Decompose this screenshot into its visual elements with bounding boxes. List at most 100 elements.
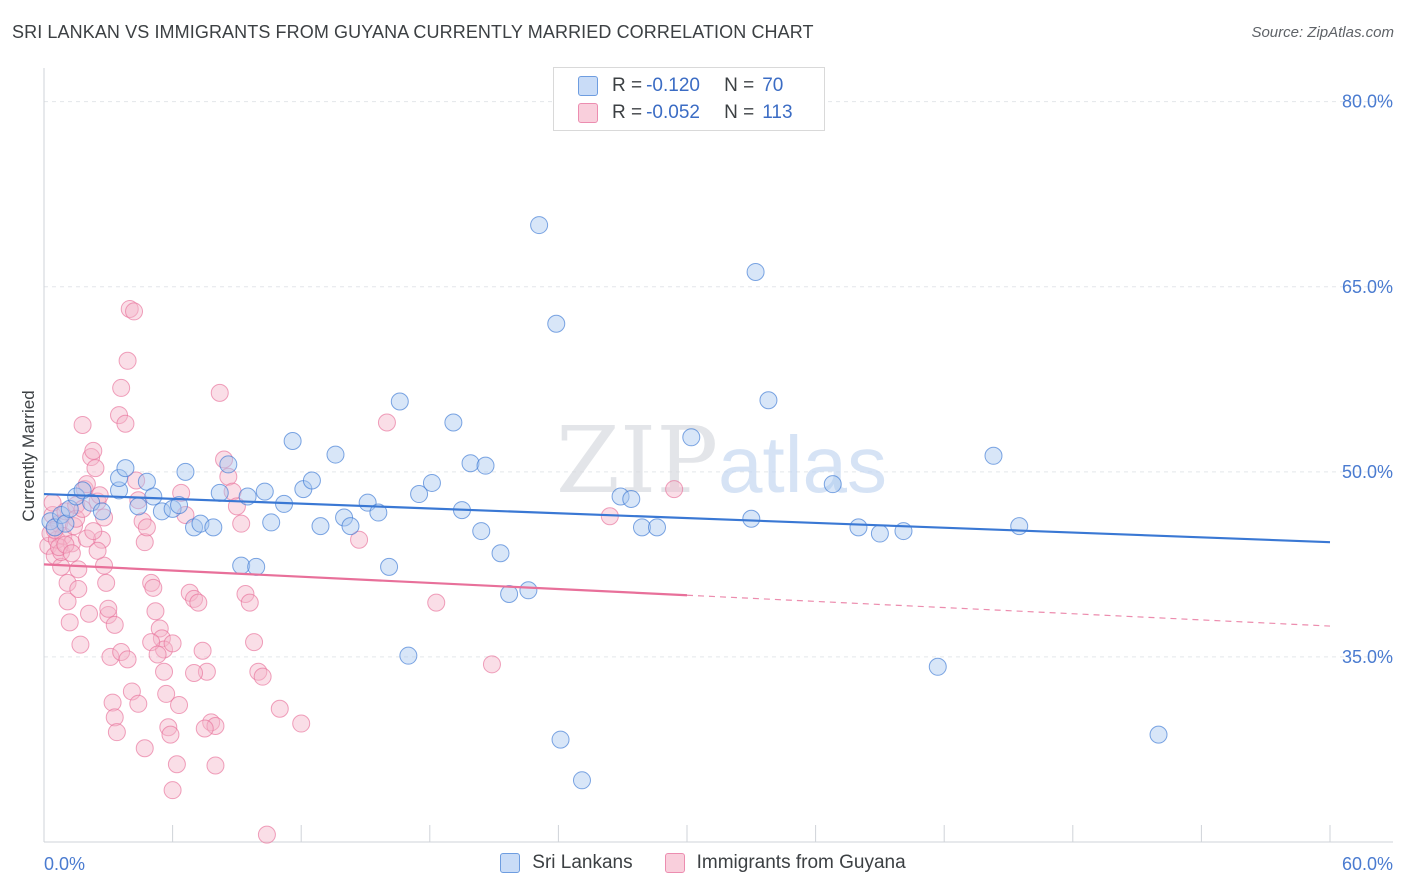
guyana-point [240, 593, 259, 612]
guyana-point [144, 578, 163, 597]
guyana-point [95, 556, 114, 575]
srilankan-point [110, 481, 129, 500]
legend-n-value: 70 [762, 75, 784, 96]
source-label: Source: ZipAtlas.com [1251, 24, 1394, 41]
guyana-point [157, 684, 176, 703]
guyana-point [189, 593, 208, 612]
guyana-point [69, 580, 88, 599]
srilankan-point [759, 391, 778, 410]
guyana-point [77, 529, 96, 548]
chart-title: SRI LANKAN VS IMMIGRANTS FROM GUYANA CUR… [12, 22, 814, 42]
trend-lines [43, 492, 1331, 627]
legend-label-guyana: Immigrants from Guyana [696, 852, 906, 873]
y-tick-label: 80.0% [1342, 92, 1393, 112]
srilankan-point [247, 557, 266, 576]
srilankan-point [632, 518, 651, 537]
guyana-point [170, 696, 189, 715]
srilankan-point [476, 456, 495, 475]
legend-n-value: 113 [762, 102, 793, 123]
srilankan-point [647, 518, 666, 537]
guyana-point [125, 302, 144, 321]
srilankan-point [283, 431, 302, 450]
legend-r-label: R = [612, 102, 643, 123]
legend-r-label: R = [612, 75, 643, 96]
srilankan-point [56, 514, 75, 533]
srilankan-point [572, 771, 591, 790]
y-tick-label: 65.0% [1342, 277, 1393, 297]
guyana-point [129, 694, 148, 713]
legend-n-label: N = [724, 102, 755, 123]
guyana-point [270, 699, 289, 718]
guyana-point [257, 825, 276, 844]
guyana-point [159, 718, 178, 737]
guyana-point [84, 522, 103, 541]
legend-r-value: -0.052 [646, 102, 700, 123]
guyana-point [99, 599, 118, 618]
srilankan-point [116, 459, 135, 478]
guyana-point [167, 755, 186, 774]
guyana-point [84, 441, 103, 460]
srilankan-point [390, 392, 409, 411]
guyana-point [197, 662, 216, 681]
guyana-point [105, 615, 124, 634]
guyana-point [253, 667, 272, 686]
guyana-point [129, 491, 148, 510]
srilankan-point [622, 489, 641, 508]
srilankan-point [152, 502, 171, 521]
guyana-point [73, 415, 92, 434]
srilankan-point [232, 556, 251, 575]
guyana-point [146, 602, 165, 621]
srilankan-point [849, 518, 868, 537]
legend-row-guyana: R = -0.052 N = 113 [578, 100, 793, 126]
guyana-point [665, 480, 684, 499]
srilankan-point [746, 262, 765, 281]
srilankan-point [928, 657, 947, 676]
guyana-point [350, 530, 369, 549]
srilankan-point [551, 730, 570, 749]
srilankan-point [92, 502, 111, 521]
series-srilankans-points [41, 216, 1168, 790]
srilankan-point [302, 471, 321, 490]
guyana-point [135, 533, 154, 552]
guyana-point [116, 414, 135, 433]
guyana-point [482, 655, 501, 674]
y-axis-label: Currently Married [19, 390, 38, 521]
trend-line-guyana [43, 563, 688, 597]
guyana-point [193, 641, 212, 660]
legend-n-label: N = [724, 75, 755, 96]
srilankan-point [410, 485, 429, 504]
guyana-point [427, 593, 446, 612]
zipatlas-watermark: ZIP atlas [556, 407, 887, 514]
legend-item-srilankans[interactable]: Sri Lankans [500, 852, 633, 874]
srilankan-point [870, 524, 889, 543]
guyana-point [163, 781, 182, 800]
srilankan-point [170, 496, 189, 515]
guyana-point [80, 604, 99, 623]
legend-swatch-pink [578, 103, 598, 123]
legend-swatch-blue [500, 853, 521, 873]
guyana-point [377, 413, 396, 432]
guyana-point [58, 573, 77, 592]
guyana-point [71, 635, 90, 654]
trend-line-guyana-dashed [686, 594, 1331, 627]
guyana-point [195, 719, 214, 738]
srilankan-point [444, 413, 463, 432]
srilankan-point [472, 522, 491, 541]
guyana-point [232, 514, 251, 533]
guyana-point [118, 650, 137, 669]
legend-item-guyana[interactable]: Immigrants from Guyana [664, 852, 906, 874]
series-guyana-points [39, 299, 684, 844]
guyana-point [210, 383, 229, 402]
srilankan-point [219, 455, 238, 474]
guyana-point [292, 714, 311, 733]
srilankan-point [311, 517, 330, 536]
guyana-point [206, 717, 225, 736]
guyana-point [155, 662, 174, 681]
srilankan-point [547, 314, 566, 333]
guyana-point [206, 756, 225, 775]
legend-label-srilankans: Sri Lankans [532, 852, 633, 873]
srilankan-point [491, 544, 510, 563]
y-tick-label: 35.0% [1342, 647, 1393, 667]
guyana-point [103, 693, 122, 712]
